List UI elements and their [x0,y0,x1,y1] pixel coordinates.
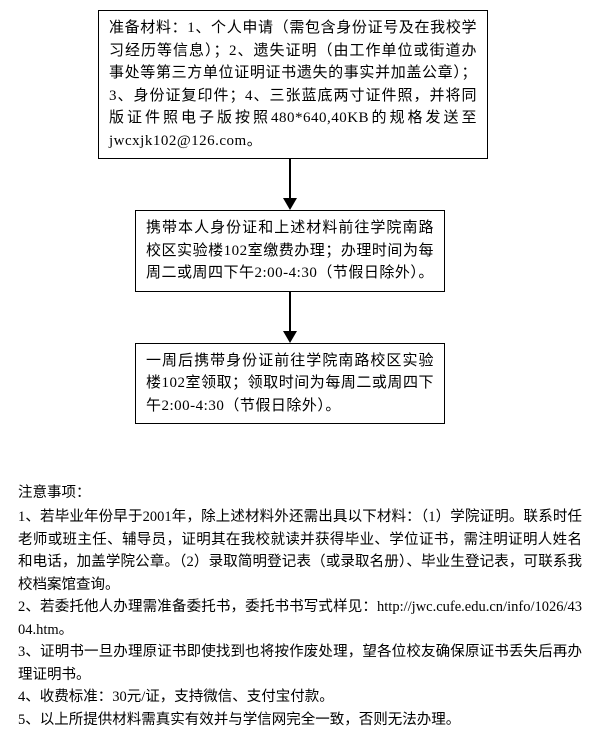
note-item-3: 3、证明书一旦办理原证书即使找到也将按作废处理，望各位校友确保原证书丢失后再办理… [18,641,582,686]
flowchart-step-1: 准备材料：1、个人申请（需包含身份证号及在我校学习经历等信息）；2、遗失证明（由… [98,10,488,159]
step-3-text: 一周后携带身份证前往学院南路校区实验楼102室领取；领取时间为每周二或周四下午2… [146,353,434,414]
step-1-text: 准备材料：1、个人申请（需包含身份证号及在我校学习经历等信息）；2、遗失证明（由… [109,20,477,149]
flowchart-step-2: 携带本人身份证和上述材料前往学院南路校区实验楼102室缴费办理；办理时间为每周二… [135,210,445,292]
notes-title: 注意事项： [18,482,582,504]
notes-section: 注意事项： 1、若毕业年份早于2001年，除上述材料外还需出具以下材料：（1）学… [0,482,600,731]
flowchart-container: 准备材料：1、个人申请（需包含身份证号及在我校学习经历等信息）；2、遗失证明（由… [0,0,600,424]
note-item-4: 4、收费标准：30元/证，支持微信、支付宝付款。 [18,686,582,708]
note-item-5: 5、以上所提供材料需真实有效并与学信网完全一致，否则无法办理。 [18,709,582,731]
arrow-2-head [283,331,297,343]
arrow-1 [280,159,300,210]
note-item-2: 2、若委托他人办理需准备委托书，委托书书写式样见：http://jwc.cufe… [18,596,582,641]
arrow-2 [280,292,300,343]
note-item-1: 1、若毕业年份早于2001年，除上述材料外还需出具以下材料：（1）学院证明。联系… [18,506,582,596]
arrow-2-line [289,292,291,332]
flowchart-step-3: 一周后携带身份证前往学院南路校区实验楼102室领取；领取时间为每周二或周四下午2… [135,343,445,425]
step-2-text: 携带本人身份证和上述材料前往学院南路校区实验楼102室缴费办理；办理时间为每周二… [146,220,434,281]
arrow-1-head [283,198,297,210]
arrow-1-line [289,159,291,199]
